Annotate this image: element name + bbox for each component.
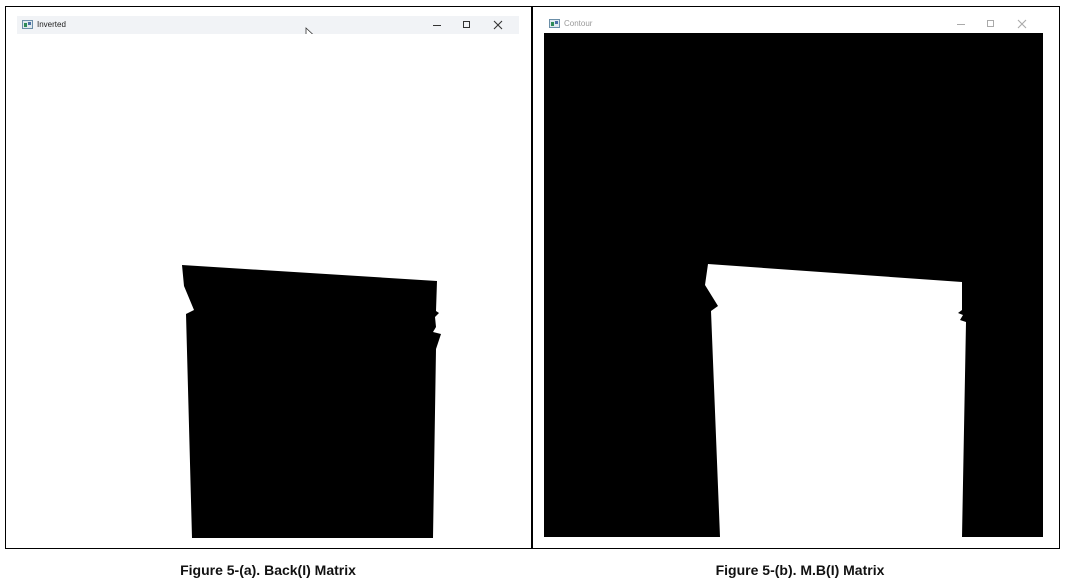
figure-divider xyxy=(531,6,533,549)
image-canvas xyxy=(544,33,1043,537)
image-canvas xyxy=(17,34,519,538)
app-icon xyxy=(549,19,560,28)
maximize-icon xyxy=(463,21,470,28)
minimize-icon xyxy=(433,25,441,26)
close-button[interactable] xyxy=(491,18,505,32)
minimize-icon xyxy=(957,24,965,25)
figure-caption-a: Figure 5-(a). Back(I) Matrix xyxy=(180,562,356,578)
window-title: Contour xyxy=(564,19,593,28)
window-title: Inverted xyxy=(37,20,66,29)
segmented-object-shape xyxy=(182,265,441,538)
app-icon xyxy=(22,20,33,29)
figure-caption-b: Figure 5-(b). M.B(I) Matrix xyxy=(715,562,885,578)
window-inverted: Inverted xyxy=(17,16,519,538)
maximize-button[interactable] xyxy=(460,18,474,32)
close-button[interactable] xyxy=(1015,17,1029,31)
minimize-button[interactable] xyxy=(954,17,968,31)
maximize-icon xyxy=(987,20,994,27)
window-contour: Contour xyxy=(544,15,1043,537)
close-icon xyxy=(493,20,503,30)
titlebar[interactable]: Contour xyxy=(544,15,1043,33)
segmented-object-shape xyxy=(705,264,966,537)
close-icon xyxy=(1017,19,1027,29)
maximize-button[interactable] xyxy=(984,17,998,31)
titlebar[interactable]: Inverted xyxy=(17,16,519,41)
minimize-button[interactable] xyxy=(430,18,444,32)
